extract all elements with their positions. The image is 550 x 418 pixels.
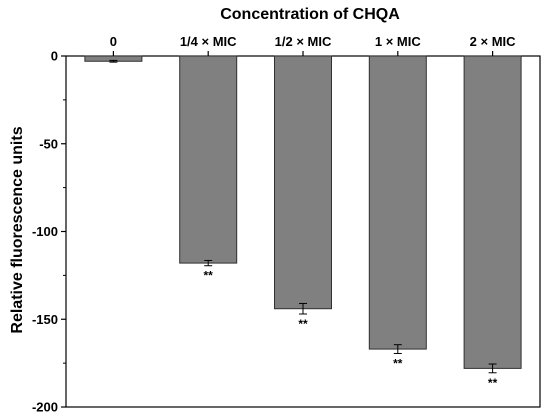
bar: [179, 55, 238, 264]
bar: [463, 55, 522, 369]
category-label: 0: [110, 34, 117, 49]
y-axis-label: Relative fluorescence units: [9, 126, 26, 333]
significance-label: **: [488, 376, 498, 390]
category-label: 1/4 × MIC: [180, 34, 237, 49]
category-label: 1/2 × MIC: [275, 34, 332, 49]
y-tick-label: 0: [51, 49, 58, 64]
bar: [274, 55, 332, 310]
plot-area: 0 -50 -100 -150 -200 0 1/4 × MIC ** 1/2 × MIC ** 1…: [32, 34, 541, 415]
y-tick-label: -100: [32, 224, 58, 239]
chart-title: Concentration of CHQA: [220, 6, 400, 23]
category-label: 1 × MIC: [375, 34, 421, 49]
significance-label: **: [393, 356, 403, 370]
category-label: 2 × MIC: [470, 34, 516, 49]
bar: [368, 55, 427, 350]
y-tick-label: -200: [32, 400, 58, 415]
significance-label: **: [204, 269, 214, 283]
y-tick-label: -150: [32, 312, 58, 327]
y-tick-label: -50: [39, 136, 58, 151]
significance-label: **: [298, 317, 308, 331]
